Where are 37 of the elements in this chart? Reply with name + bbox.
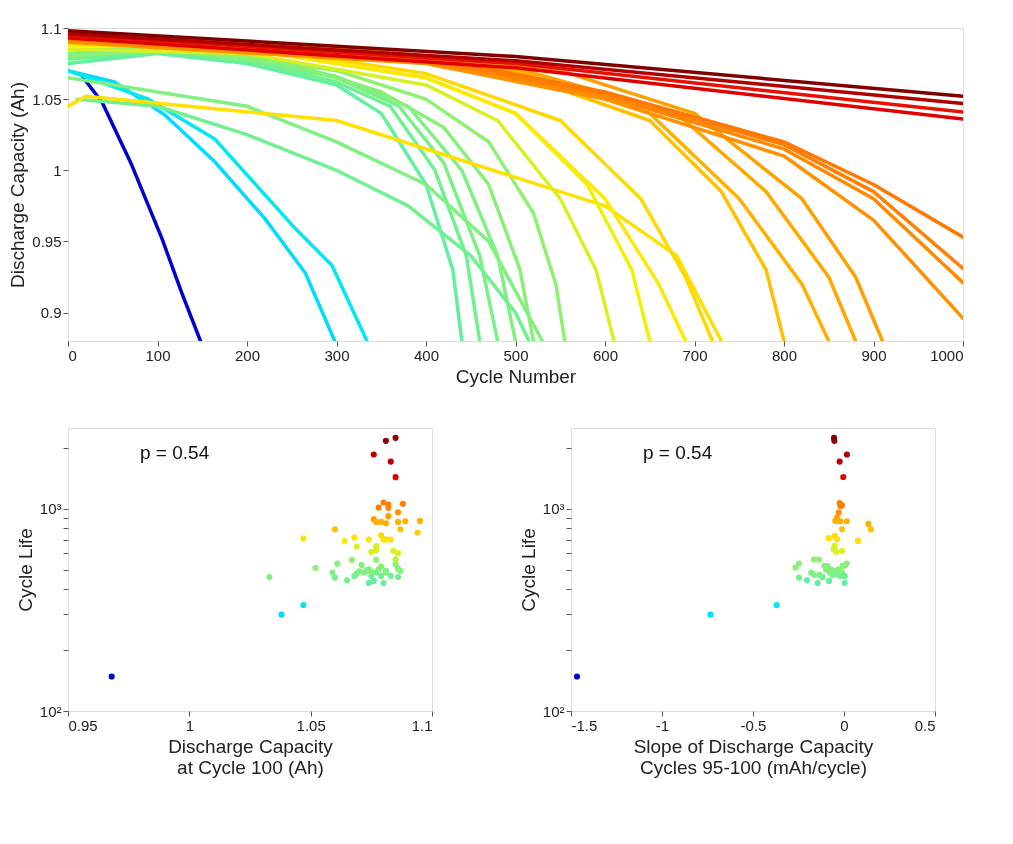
- y-tick-label: 10³: [39, 500, 62, 518]
- x-tick-label: 700: [682, 346, 708, 364]
- y-axis-title: Discharge Capacity (Ah): [7, 82, 29, 288]
- x-tick-label: 200: [234, 346, 261, 364]
- y-axis-title: Cycle Life: [517, 528, 539, 612]
- x-tick-label: 0.5: [914, 716, 936, 734]
- x-tick-label: -0.5: [740, 716, 767, 734]
- x-tick-label: 1: [185, 716, 195, 734]
- x-axis-title: Discharge Capacity at Cycle 100 (Ah): [168, 735, 334, 778]
- x-tick-label: 1.05: [296, 716, 326, 734]
- x-tick-label: 900: [861, 346, 887, 364]
- x-tick-label: -1: [655, 716, 670, 734]
- x-axis-title: Slope of Discharge Capacity Cycles 95-100 (mAh/cycle): [633, 735, 874, 778]
- x-tick-label: 0.95: [68, 716, 98, 734]
- annotation: p = 0.54: [140, 442, 210, 463]
- y-axis-title: Cycle Life: [14, 528, 36, 612]
- x-tick-label: 400: [413, 346, 440, 364]
- x-tick-label: 1000: [930, 346, 964, 364]
- y-tick-label: 10²: [542, 702, 565, 720]
- x-tick-label: 100: [145, 346, 171, 364]
- y-tick-label: 1.05: [32, 90, 62, 108]
- y-tick-label: 10²: [39, 702, 62, 720]
- y-tick-label: 1.1: [40, 19, 62, 37]
- x-tick-label: 1.1: [411, 716, 433, 734]
- annotation: p = 0.54: [643, 442, 713, 463]
- x-tick-label: 0: [840, 716, 849, 734]
- y-tick-label: 1: [53, 161, 62, 179]
- x-tick-label: 800: [771, 346, 798, 364]
- y-tick-label: 0.9: [40, 304, 62, 322]
- x-tick-label: 0: [68, 346, 77, 364]
- x-tick-label: -1.5: [571, 716, 598, 734]
- y-tick-label: 0.95: [32, 232, 62, 250]
- x-axis-title: Cycle Number: [455, 365, 577, 387]
- x-tick-label: 500: [503, 346, 529, 364]
- x-tick-label: 300: [324, 346, 350, 364]
- x-tick-label: 600: [592, 346, 619, 364]
- y-tick-label: 10³: [542, 500, 565, 518]
